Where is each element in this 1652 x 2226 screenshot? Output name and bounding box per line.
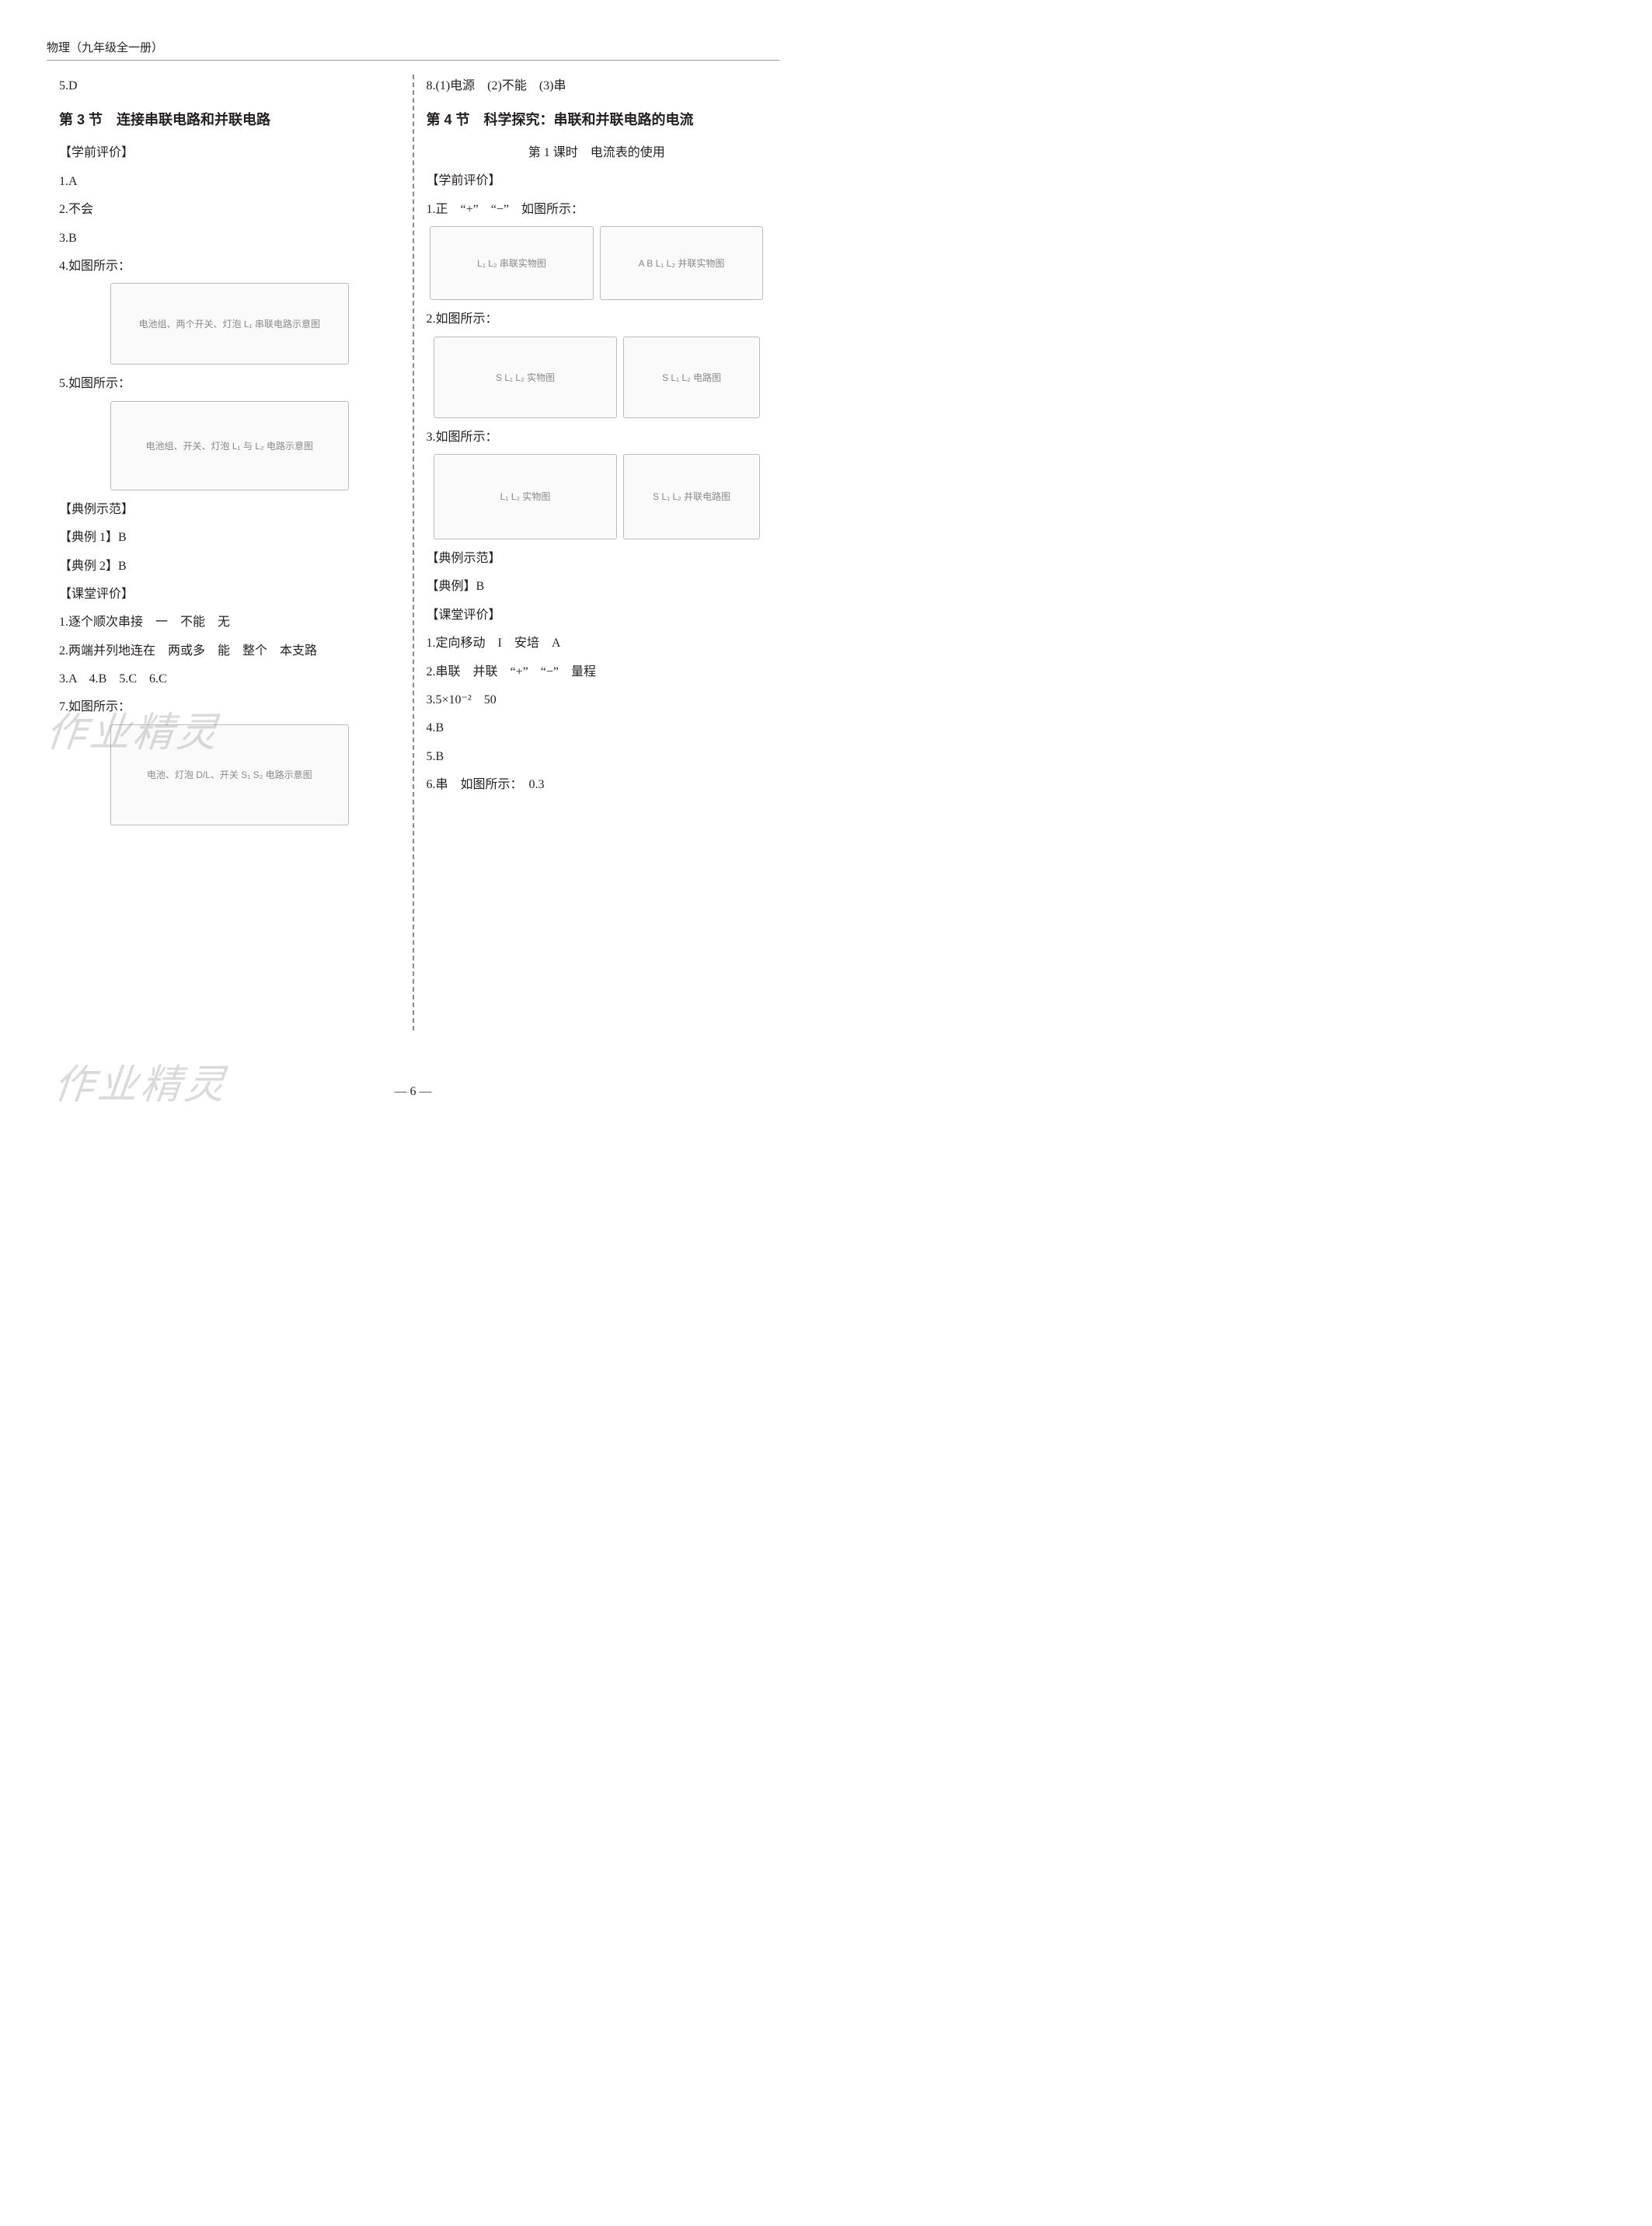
answer-item: 2.不会 <box>59 198 400 222</box>
answer-item: 2.两端并列地连在 两或多 能 整个 本支路 <box>59 640 400 663</box>
answer-item: 3.A 4.B 5.C 6.C <box>59 668 400 691</box>
circuit-figure-r3b: S L₁ L₂ 并联电路图 <box>623 454 759 539</box>
answer-item: 3.B <box>59 227 400 250</box>
example-label: 【典例示范】 <box>427 547 768 570</box>
answer-item: 1.A <box>59 170 400 194</box>
answer-item: 1.正 “+” “−” 如图所示： <box>427 198 768 222</box>
page-header: 物理（九年级全一册） <box>47 39 779 61</box>
figure-row-r2: S L₁ L₂ 实物图 S L₁ L₂ 电路图 <box>427 337 768 418</box>
section-4-title: 第 4 节 科学探究：串联和并联电路的电流 <box>427 109 768 129</box>
class-eval-label: 【课堂评价】 <box>427 604 768 627</box>
figure-row-r3: L₁ L₂ 实物图 S L₁ L₂ 并联电路图 <box>427 454 768 539</box>
right-column: 8.(1)电源 (2)不能 (3)串 第 4 节 科学探究：串联和并联电路的电流… <box>414 75 780 1031</box>
answer-item: 5.如图所示： <box>59 372 400 396</box>
answer-item: 6.串 如图所示： 0.3 <box>427 773 768 797</box>
answer-item: 1.逐个顺次串接 一 不能 无 <box>59 611 400 634</box>
circuit-figure-5: 电池组、开关、灯泡 L₁ 与 L₂ 电路示意图 <box>110 401 349 490</box>
answer-item: 5.D <box>59 75 400 98</box>
example-item: 【典例 1】B <box>59 526 400 550</box>
answer-item: 5.B <box>427 745 768 769</box>
lesson-1-subtitle: 第 1 课时 电流表的使用 <box>427 141 768 160</box>
watermark: 作业精灵 <box>51 1052 232 1110</box>
pre-eval-label: 【学前评价】 <box>427 169 768 193</box>
answer-item: 4.如图所示： <box>59 255 400 278</box>
circuit-figure-r2b: S L₁ L₂ 电路图 <box>623 337 759 418</box>
answer-item: 8.(1)电源 (2)不能 (3)串 <box>427 75 768 98</box>
answer-item: 7.如图所示： <box>59 696 400 719</box>
two-column-layout: 5.D 第 3 节 连接串联电路和并联电路 【学前评价】 1.A 2.不会 3.… <box>47 75 779 1031</box>
left-column: 5.D 第 3 节 连接串联电路和并联电路 【学前评价】 1.A 2.不会 3.… <box>47 75 413 1031</box>
circuit-figure-7: 电池、灯泡 D/L、开关 S₁ S₂ 电路示意图 <box>110 724 349 825</box>
page-number: — 6 — <box>0 1085 826 1099</box>
section-3-title: 第 3 节 连接串联电路和并联电路 <box>59 109 400 129</box>
circuit-figure-r1a: L₁ L₂ 串联实物图 <box>430 226 593 300</box>
answer-item: 3.如图所示： <box>427 426 768 449</box>
circuit-figure-r2a: S L₁ L₂ 实物图 <box>434 337 618 418</box>
circuit-figure-r1b: A B L₁ L₂ 并联实物图 <box>600 226 763 300</box>
figure-row-r1: L₁ L₂ 串联实物图 A B L₁ L₂ 并联实物图 <box>427 226 768 300</box>
pre-eval-label: 【学前评价】 <box>59 141 400 165</box>
answer-item: 1.定向移动 I 安培 A <box>427 632 768 655</box>
header-subject: 物理（九年级全一册） <box>47 41 163 54</box>
example-item: 【典例】B <box>427 575 768 598</box>
answer-item: 4.B <box>427 717 768 740</box>
circuit-figure-r3a: L₁ L₂ 实物图 <box>434 454 618 539</box>
example-label: 【典例示范】 <box>59 498 400 522</box>
answer-item: 3.5×10⁻² 50 <box>427 689 768 712</box>
example-item: 【典例 2】B <box>59 555 400 578</box>
class-eval-label: 【课堂评价】 <box>59 583 400 606</box>
circuit-figure-4: 电池组、两个开关、灯泡 L₁ 串联电路示意图 <box>110 283 349 365</box>
answer-item: 2.如图所示： <box>427 308 768 331</box>
answer-item: 2.串联 并联 “+” “−” 量程 <box>427 661 768 684</box>
